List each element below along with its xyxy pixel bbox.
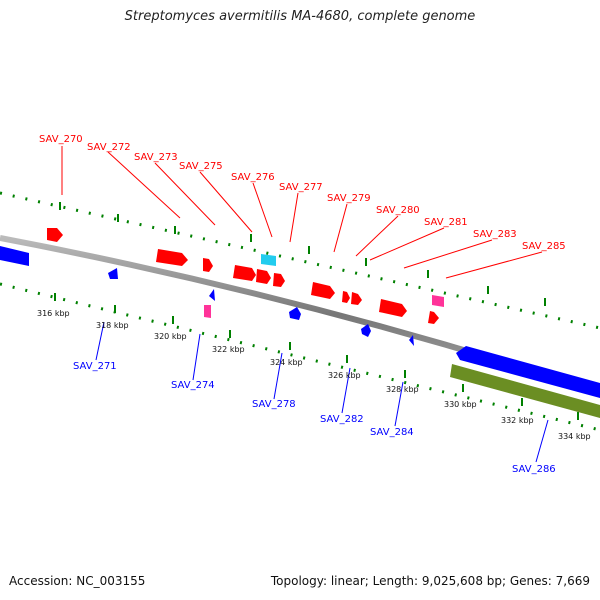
gene-sav-270[interactable] xyxy=(47,228,63,242)
label-sav-284[interactable]: SAV_284 xyxy=(370,427,414,438)
scale-label-320: 320 kbp xyxy=(154,332,187,341)
label-sav-271[interactable]: SAV_271 xyxy=(73,361,117,372)
scale-label-328: 328 kbp xyxy=(386,385,419,394)
reverse-gene-bar-right[interactable] xyxy=(456,346,600,398)
label-sav-275[interactable]: SAV_275 xyxy=(179,161,223,172)
genome-summary-text: Topology: linear; Length: 9,025,608 bp; … xyxy=(270,574,590,588)
outer-major-ticks xyxy=(59,202,546,306)
gene-sav-283[interactable] xyxy=(379,299,407,317)
reverse-genes xyxy=(108,268,414,346)
scale-label-330: 330 kbp xyxy=(444,400,477,409)
label-sav-276[interactable]: SAV_276 xyxy=(231,172,275,183)
label-sav-285[interactable]: SAV_285 xyxy=(522,241,566,252)
gene-sav-275[interactable] xyxy=(233,265,256,281)
scale-label-332: 332 kbp xyxy=(501,416,534,425)
rna-pink-gene-bottom[interactable] xyxy=(204,305,211,318)
label-sav-274[interactable]: SAV_274 xyxy=(171,380,215,391)
scale-label-322: 322 kbp xyxy=(212,345,245,354)
forward-genes xyxy=(47,228,439,324)
label-sav-280[interactable]: SAV_280 xyxy=(376,205,420,216)
label-sav-282[interactable]: SAV_282 xyxy=(320,414,364,425)
gene-sav-271[interactable] xyxy=(108,268,118,279)
olive-gene-bar[interactable] xyxy=(450,364,600,418)
gene-sav-285[interactable] xyxy=(428,311,439,324)
bottom-label-group: SAV_271 SAV_274 SAV_278 SAV_282 SAV_284 … xyxy=(73,361,556,475)
gene-sav-284[interactable] xyxy=(409,335,414,346)
gene-sav-274[interactable] xyxy=(209,289,215,301)
gene-sav-282[interactable] xyxy=(361,324,371,337)
gene-sav-278[interactable] xyxy=(289,307,301,320)
scale-label-group: 316 kbp 318 kbp 320 kbp 322 kbp 324 kbp … xyxy=(37,309,591,441)
gene-sav-276[interactable] xyxy=(256,269,271,284)
gene-sav-279[interactable] xyxy=(311,282,335,299)
scale-label-316: 316 kbp xyxy=(37,309,70,318)
label-sav-278[interactable]: SAV_278 xyxy=(252,399,296,410)
label-sav-279[interactable]: SAV_279 xyxy=(327,193,371,204)
gene-sav-280[interactable] xyxy=(342,291,350,303)
gene-sav-272[interactable] xyxy=(156,249,188,266)
rna-cyan-gene[interactable] xyxy=(261,254,276,266)
scale-label-326: 326 kbp xyxy=(328,371,361,380)
top-label-group: SAV_270 SAV_272 SAV_273 SAV_275 SAV_276 … xyxy=(39,134,566,252)
scale-label-334: 334 kbp xyxy=(558,432,591,441)
reverse-gene-bar-left[interactable] xyxy=(0,246,29,266)
label-sav-283[interactable]: SAV_283 xyxy=(473,229,517,240)
gene-sav-277[interactable] xyxy=(273,273,285,287)
label-sav-273[interactable]: SAV_273 xyxy=(134,152,178,163)
rna-pink-gene-top[interactable] xyxy=(432,295,444,307)
label-sav-281[interactable]: SAV_281 xyxy=(424,217,468,228)
label-sav-270[interactable]: SAV_270 xyxy=(39,134,83,145)
accession-text: Accession: NC_003155 xyxy=(9,574,146,588)
label-sav-277[interactable]: SAV_277 xyxy=(279,182,323,193)
label-sav-272[interactable]: SAV_272 xyxy=(87,142,131,153)
scale-label-318: 318 kbp xyxy=(96,321,129,330)
label-sav-286[interactable]: SAV_286 xyxy=(512,464,556,475)
page-title: Streptomyces avermitilis MA-4680, comple… xyxy=(124,9,476,24)
inner-major-ticks xyxy=(54,293,579,420)
gene-sav-273[interactable] xyxy=(203,258,213,272)
top-leader-lines xyxy=(61,146,543,279)
bottom-leader-lines xyxy=(95,321,549,463)
gene-sav-281[interactable] xyxy=(351,292,362,305)
scale-label-324: 324 kbp xyxy=(270,358,303,367)
